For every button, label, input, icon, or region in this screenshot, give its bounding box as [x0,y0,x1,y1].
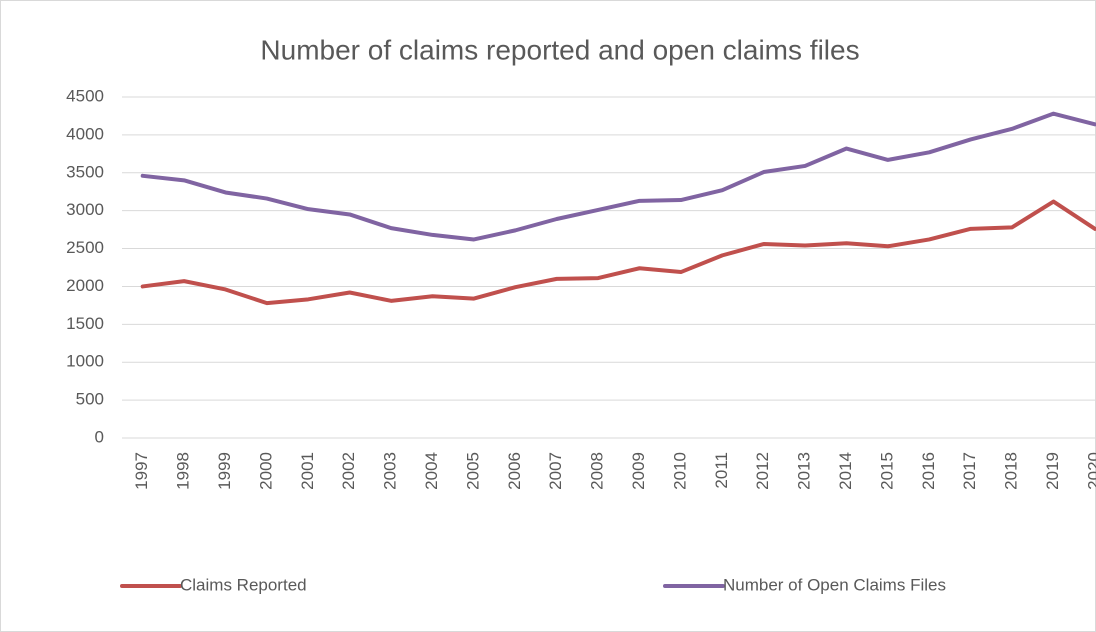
x-tick-label: 2005 [463,452,482,490]
series-line [140,111,1096,242]
y-tick-label: 2000 [66,276,104,295]
x-tick-label: 1999 [215,452,234,490]
x-tick-label: 2013 [795,452,814,490]
x-tick-label: 2020 [1084,452,1096,490]
x-tick-label: 2009 [629,452,648,490]
x-tick-label: 2014 [836,452,855,490]
series-line [140,199,1096,306]
y-tick-label: 2500 [66,238,104,257]
x-tick-label: 2002 [339,452,358,490]
y-tick-label: 1500 [66,314,104,333]
legend-label: Number of Open Claims Files [723,575,946,594]
y-tick-label: 4500 [66,86,104,105]
x-tick-label: 2016 [919,452,938,490]
chart-title: Number of claims reported and open claim… [260,34,859,65]
y-tick-label: 500 [76,390,104,409]
x-tick-label: 2003 [381,452,400,490]
y-tick-label: 4000 [66,124,104,143]
x-tick-label: 2001 [298,452,317,490]
legend-label: Claims Reported [180,575,307,594]
x-tick-label: 2000 [256,452,275,490]
x-tick-label: 2017 [960,452,979,490]
y-tick-label: 1000 [66,352,104,371]
x-tick-label: 2015 [877,452,896,490]
x-tick-label: 2019 [1043,452,1062,490]
x-tick-label: 2018 [1002,452,1021,490]
y-tick-label: 3000 [66,200,104,219]
y-tick-label: 3500 [66,162,104,181]
x-tick-label: 2011 [712,452,731,489]
x-tick-label: 2008 [588,452,607,490]
x-tick-label: 2006 [505,452,524,490]
y-tick-label: 0 [95,427,104,446]
x-tick-label: 2012 [753,452,772,490]
x-tick-label: 2007 [546,452,565,490]
x-tick-label: 2004 [422,452,441,490]
x-tick-label: 2010 [670,452,689,490]
x-tick-label: 1998 [174,452,193,490]
x-tick-label: 1997 [132,452,151,490]
